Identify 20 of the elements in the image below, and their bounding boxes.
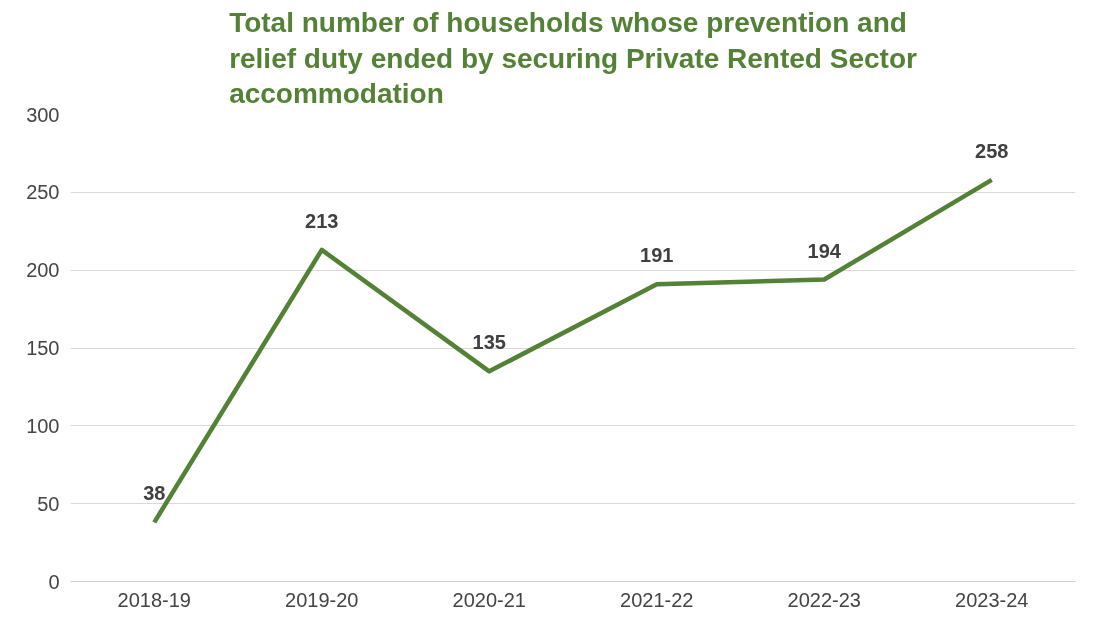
y-tick-label: 0 [48,570,60,593]
x-tick-label: 2019-20 [285,588,359,611]
x-tick-label: 2020-21 [452,588,526,611]
data-label: 135 [472,331,506,354]
chart-title: Total number of households whose prevention and relief duty ended by securing Private Rented Sector accommodation [229,7,917,110]
y-tick-label: 100 [26,414,60,437]
y-tick-label: 150 [26,337,60,359]
x-tick-label: 2023-24 [955,588,1029,611]
data-label: 38 [143,482,166,505]
data-label: 191 [640,244,674,267]
x-tick-label: 2022-23 [787,588,861,611]
data-label: 258 [975,139,1009,162]
data-label: 194 [807,239,842,262]
y-tick-label: 250 [26,181,60,204]
y-tick-label: 300 [26,103,60,126]
x-tick-label: 2018-19 [117,588,191,611]
y-tick-label: 50 [37,492,60,515]
x-tick-label: 2021-22 [620,588,694,611]
y-tick-label: 200 [26,259,60,282]
data-label: 213 [305,209,339,232]
